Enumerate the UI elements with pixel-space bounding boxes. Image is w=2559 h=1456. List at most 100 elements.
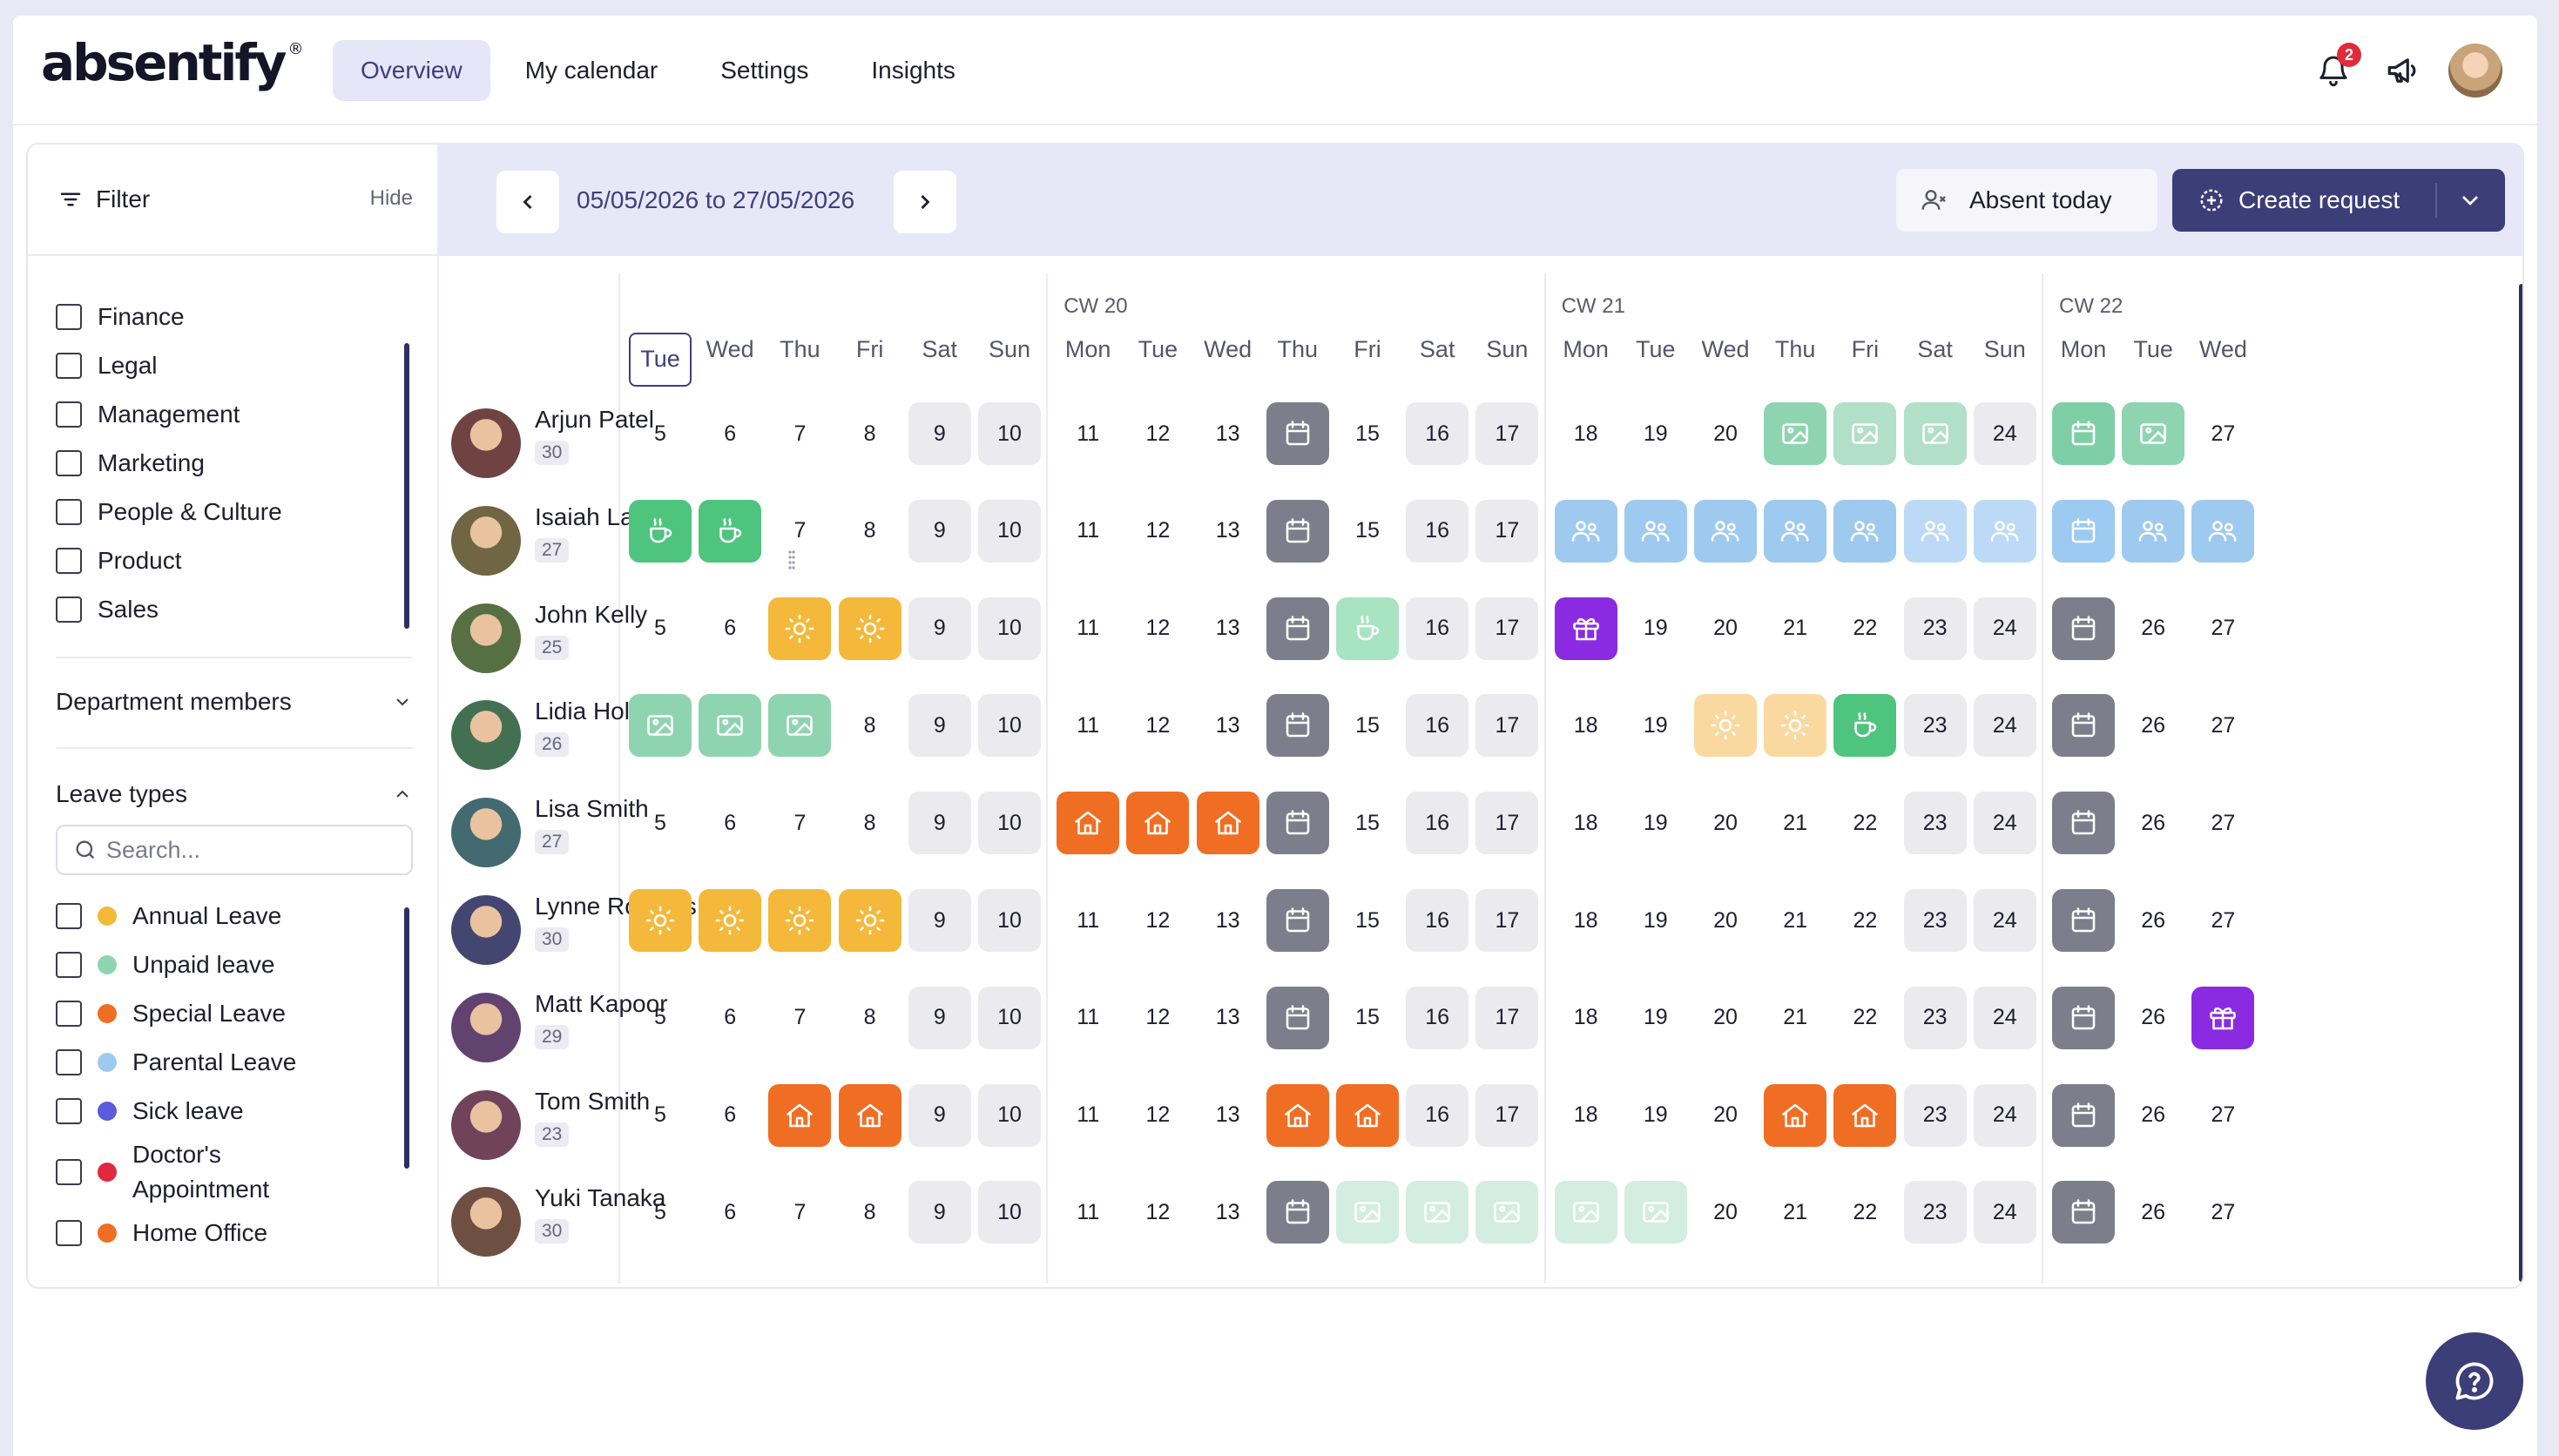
day-cell[interactable]: 8 — [863, 421, 876, 446]
leave-cell-annual[interactable] — [768, 889, 832, 952]
day-cell[interactable]: 16 — [1406, 986, 1469, 1049]
day-cell[interactable]: 7 — [793, 810, 807, 835]
checkbox[interactable] — [56, 304, 82, 330]
day-cell[interactable]: 24 — [1973, 694, 2036, 758]
leave-cell-parental[interactable] — [2122, 499, 2185, 563]
leave-cell-special[interactable] — [1266, 1083, 1329, 1147]
day-cell[interactable]: 9 — [908, 1083, 971, 1147]
leave-type-search-input[interactable]: Search... — [56, 825, 413, 875]
day-cell[interactable]: 26 — [2141, 810, 2166, 835]
day-cell[interactable]: 6 — [724, 1102, 737, 1128]
day-cell[interactable]: 16 — [1406, 499, 1469, 563]
day-cell[interactable]: 17 — [1475, 889, 1539, 952]
day-cell[interactable]: 16 — [1406, 792, 1469, 855]
day-cell[interactable]: 16 — [1406, 889, 1469, 952]
day-cell[interactable]: 9 — [908, 499, 971, 563]
day-cell[interactable]: 15 — [1355, 421, 1380, 446]
day-cell[interactable]: 26 — [2141, 1005, 2166, 1030]
leave-cell-special[interactable] — [1764, 1083, 1827, 1147]
checkbox[interactable] — [56, 1098, 82, 1124]
leave-type-scrollbar[interactable] — [404, 907, 409, 1169]
leave-cell-unpaid[interactable] — [1554, 1181, 1617, 1244]
day-cell[interactable]: 9 — [908, 694, 971, 758]
day-cell[interactable]: 8 — [863, 1199, 876, 1224]
day-cell[interactable]: 20 — [1713, 1102, 1738, 1128]
leave-cell-holiday[interactable] — [1266, 499, 1329, 563]
leave-cell-unpaid[interactable] — [1336, 1181, 1399, 1244]
day-cell[interactable]: 5 — [654, 1102, 666, 1128]
drag-handle-icon[interactable] — [787, 543, 796, 578]
leave-cell-annual[interactable] — [768, 597, 832, 660]
day-cell[interactable]: 17 — [1475, 402, 1539, 465]
checkbox[interactable] — [56, 903, 82, 929]
day-cell[interactable]: 13 — [1215, 907, 1240, 933]
announcements-button[interactable] — [2379, 46, 2427, 95]
day-cell[interactable]: 11 — [1077, 421, 1100, 446]
leave-cell-holiday[interactable] — [2052, 986, 2115, 1049]
checkbox[interactable] — [56, 952, 82, 978]
leave-cell-holiday[interactable] — [2052, 889, 2115, 952]
leave-types-toggle[interactable]: Leave types — [56, 768, 413, 820]
leave-cell-holiday[interactable] — [2052, 1181, 2115, 1244]
day-cell[interactable]: 10 — [978, 597, 1041, 660]
employee-john-kelly[interactable]: John Kelly 25 — [451, 590, 647, 686]
department-filter-marketing[interactable]: Marketing — [56, 439, 282, 488]
leave-cell-holiday[interactable] — [2052, 1083, 2115, 1147]
day-cell[interactable]: 10 — [978, 499, 1041, 563]
day-cell[interactable]: 12 — [1145, 1005, 1171, 1030]
leave-cell-annual[interactable] — [1764, 694, 1827, 758]
leave-cell-gift[interactable] — [1554, 597, 1617, 660]
day-cell[interactable]: 9 — [908, 1181, 971, 1244]
day-cell[interactable]: 17 — [1475, 694, 1539, 758]
leave-cell-holiday[interactable] — [1266, 889, 1329, 952]
day-cell[interactable]: 18 — [1573, 810, 1598, 835]
chevron-down-icon[interactable] — [2456, 186, 2484, 214]
nav-insights[interactable]: Insights — [871, 57, 955, 84]
leave-cell-unpaid[interactable] — [1903, 402, 1967, 465]
leave-cell-unpaid[interactable] — [1406, 1181, 1469, 1244]
day-cell[interactable]: 11 — [1077, 1199, 1100, 1224]
day-cell[interactable]: 11 — [1077, 1005, 1100, 1030]
day-cell[interactable]: 23 — [1903, 597, 1967, 660]
absentify-logo[interactable]: absentify ® — [41, 33, 304, 92]
department-filter-management[interactable]: Management — [56, 390, 282, 439]
day-cell[interactable]: 18 — [1573, 421, 1598, 446]
day-cell[interactable]: 7 — [793, 1005, 807, 1030]
day-cell[interactable]: 16 — [1406, 597, 1469, 660]
leave-cell-break[interactable] — [1833, 694, 1897, 758]
department-members-toggle[interactable]: Department members — [56, 676, 413, 728]
day-cell[interactable]: 24 — [1973, 889, 2036, 952]
day-cell[interactable]: 19 — [1643, 907, 1668, 933]
day-cell[interactable]: 24 — [1973, 402, 2036, 465]
day-cell[interactable]: 6 — [724, 1005, 737, 1030]
checkbox[interactable] — [56, 401, 82, 428]
day-cell[interactable]: 9 — [908, 597, 971, 660]
leave-cell-parental[interactable] — [1903, 499, 1967, 563]
day-cell[interactable]: 11 — [1077, 1102, 1100, 1128]
checkbox[interactable] — [56, 1049, 82, 1075]
leave-cell-annual[interactable] — [838, 597, 901, 660]
day-cell[interactable]: 22 — [1853, 907, 1878, 933]
leave-type-filter-unpaid-leave[interactable]: Unpaid leave — [56, 940, 404, 989]
day-cell[interactable]: 7 — [793, 518, 807, 543]
leave-cell-break[interactable] — [629, 499, 692, 563]
day-cell[interactable]: 9 — [908, 402, 971, 465]
leave-cell-unpaid[interactable] — [768, 694, 832, 758]
leave-cell-unpaid[interactable] — [1833, 402, 1897, 465]
leave-cell-holiday[interactable] — [1266, 402, 1329, 465]
day-cell[interactable]: 9 — [908, 792, 971, 855]
day-cell[interactable]: 10 — [978, 694, 1041, 758]
calendar-scrollbar[interactable] — [2519, 284, 2522, 1282]
day-cell[interactable]: 12 — [1145, 712, 1171, 738]
leave-type-filter-home-office[interactable]: Home Office — [56, 1209, 404, 1257]
day-cell[interactable]: 11 — [1077, 518, 1100, 543]
day-cell[interactable]: 7 — [793, 1199, 807, 1224]
day-cell[interactable]: 8 — [863, 810, 876, 835]
leave-type-filter-doctor-s-appointment[interactable]: Doctor's Appointment — [56, 1136, 404, 1209]
day-cell[interactable]: 10 — [978, 986, 1041, 1049]
day-cell[interactable]: 6 — [724, 421, 737, 446]
day-cell[interactable]: 9 — [908, 986, 971, 1049]
day-cell[interactable]: 23 — [1903, 694, 1967, 758]
previous-range-button[interactable] — [496, 171, 559, 233]
notifications-button[interactable]: 2 — [2309, 43, 2361, 95]
